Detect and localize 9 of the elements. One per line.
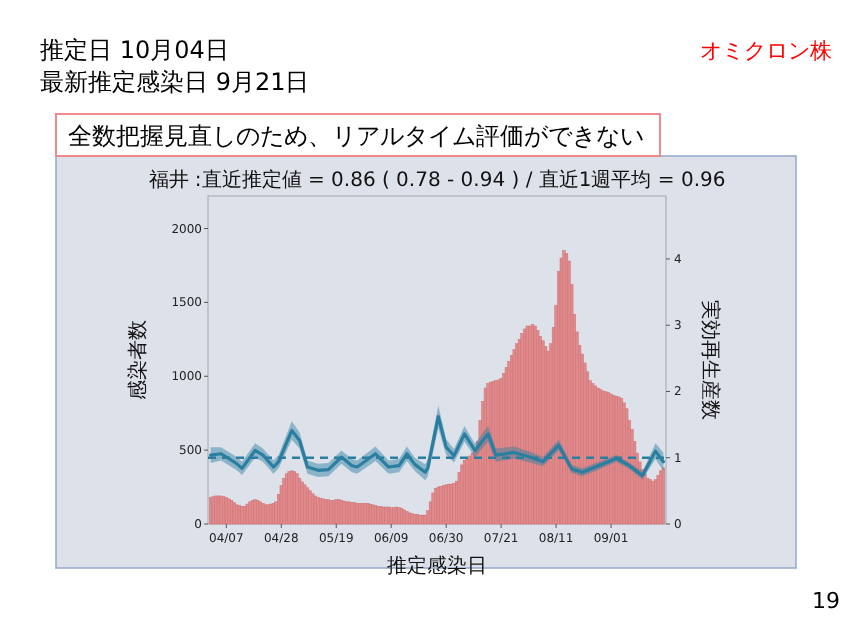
y2-axis-title: 実効再生産数 (698, 300, 722, 420)
x-axis-title: 推定感染日 (387, 554, 487, 578)
y-axis-title: 感染者数 (126, 320, 150, 400)
text: 19 (812, 588, 840, 614)
text: 最新推定感染日 9月21日 (40, 68, 310, 96)
chart-title: 福井 :直近推定値 = 0.86 ( 0.78 - 0.94 ) / 直近1週平均 = 0.96 (148, 168, 726, 192)
text: 全数把握見直しのため、リアルタイム評価ができない (68, 122, 644, 150)
text: オミクロン株 (700, 38, 832, 64)
text: 推定日 10月04日 (40, 36, 229, 64)
